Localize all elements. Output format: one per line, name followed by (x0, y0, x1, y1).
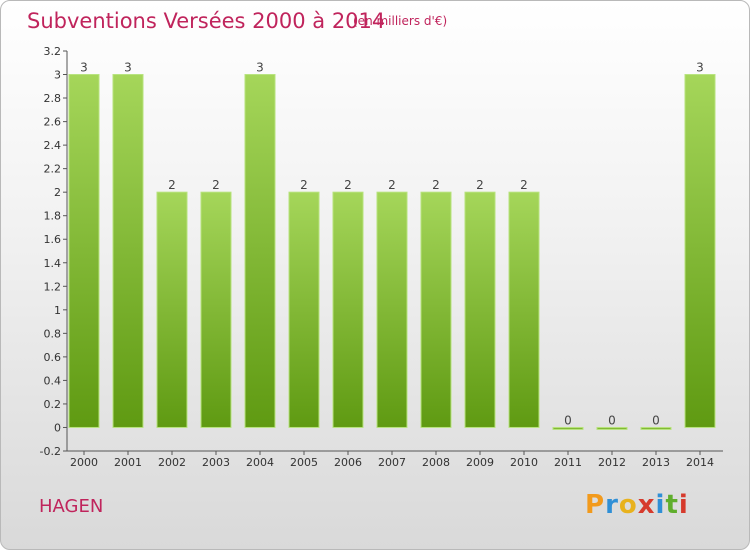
x-tick-label: 2000 (70, 456, 98, 469)
bar-2010 (508, 191, 540, 428)
x-tick-label: 2002 (158, 456, 186, 469)
y-tick-label: 3 (54, 69, 61, 82)
logo-letter: o (618, 490, 638, 520)
bar-2001 (112, 74, 144, 428)
y-tick-label: 3.2 (44, 45, 62, 58)
logo-letter: i (655, 490, 666, 520)
y-tick-label: 1.4 (44, 257, 62, 270)
y-tick-label: 1 (54, 304, 61, 317)
bar-2006 (332, 191, 364, 428)
y-tick-label: 2.8 (44, 92, 62, 105)
x-tick-label: 2014 (686, 456, 714, 469)
chart-title: Subventions Versées 2000 à 2014 (27, 9, 386, 33)
bar-value-label: 2 (300, 178, 308, 192)
x-tick-label: 2004 (246, 456, 274, 469)
bar-2004 (244, 74, 276, 428)
bar-value-label: 3 (124, 61, 132, 75)
bar-2005 (288, 191, 320, 428)
bar-value-label: 0 (652, 413, 660, 427)
bar-value-label: 0 (608, 413, 616, 427)
logo-letter: i (678, 490, 689, 520)
bar-2007 (376, 191, 408, 428)
bar-2009 (464, 191, 496, 428)
logo-letter: t (665, 490, 679, 520)
commune-name: HAGEN (39, 496, 104, 517)
bar-2008 (420, 191, 452, 428)
x-tick-label: 2007 (378, 456, 406, 469)
y-tick-label: 0.6 (44, 351, 62, 364)
x-tick-label: 2009 (466, 456, 494, 469)
bar-2002 (156, 191, 188, 428)
logo-letter: x (637, 490, 656, 520)
y-tick-label: 0.2 (44, 398, 62, 411)
bar-value-label: 3 (256, 61, 264, 75)
bar-2013 (640, 426, 672, 430)
bars: 3 3 2 2 3 2 2 2 2 2 2 0 0 0 3 (68, 61, 716, 430)
y-tick-label: 2.4 (44, 139, 62, 152)
bar-value-label: 2 (520, 178, 528, 192)
y-tick-label: 0 (54, 421, 61, 434)
x-tick-label: 2010 (510, 456, 538, 469)
axes: -0.2 0 0.2 0.4 0.6 0.8 1 1.2 1.4 1.6 1.8 2 2.2 2.4 2.6… (40, 45, 723, 469)
x-tick-label: 2011 (554, 456, 582, 469)
bar-2011 (552, 426, 584, 430)
bar-value-label: 2 (168, 178, 176, 192)
x-tick-label: 2012 (598, 456, 626, 469)
bar-2014 (684, 74, 716, 428)
proxiti-logo: Proxiti (585, 490, 689, 520)
bar-value-label: 3 (696, 61, 704, 75)
bar-value-label: 2 (432, 178, 440, 192)
chart-unit: (en milliers d'€) (353, 14, 448, 28)
bar-value-label: 0 (564, 413, 572, 427)
y-tick-label: 0.4 (44, 374, 62, 387)
x-tick-label: 2005 (290, 456, 318, 469)
y-tick-label: 2.2 (44, 163, 62, 176)
bar-value-label: 2 (476, 178, 484, 192)
y-tick-label: 2.6 (44, 116, 62, 129)
y-tick-label: 1.6 (44, 233, 62, 246)
y-tick-label: 0.8 (44, 327, 62, 340)
bar-value-label: 2 (388, 178, 396, 192)
x-tick-label: 2013 (642, 456, 670, 469)
bar-value-label: 3 (80, 61, 88, 75)
bar-2000 (68, 74, 100, 428)
x-tick-label: 2008 (422, 456, 450, 469)
bar-value-label: 2 (212, 178, 220, 192)
y-tick-label: 1.2 (44, 280, 62, 293)
y-tick-label: 2 (54, 186, 61, 199)
x-tick-label: 2006 (334, 456, 362, 469)
bar-2003 (200, 191, 232, 428)
logo-letter: r (605, 490, 619, 520)
bar-2012 (596, 426, 628, 430)
logo-letter: P (585, 490, 606, 520)
x-tick-label: 2003 (202, 456, 230, 469)
y-tick-label: 1.8 (44, 210, 62, 223)
y-tick-label: -0.2 (40, 445, 61, 458)
bar-value-label: 2 (344, 178, 352, 192)
x-tick-label: 2001 (114, 456, 142, 469)
